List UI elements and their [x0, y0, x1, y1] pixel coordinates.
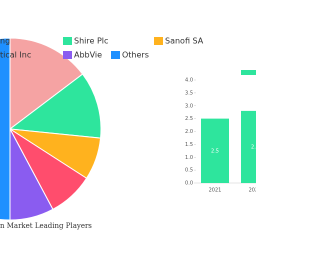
y-tick-label: 3.5 — [185, 90, 193, 96]
bar-value-label: 2.8 — [251, 144, 256, 150]
pie-slice — [0, 37, 11, 221]
y-tick-label: 0.5 — [185, 168, 193, 174]
y-tick-label: 2.5 — [185, 116, 193, 122]
y-tick-label: 0.0 — [185, 181, 193, 187]
x-tick-label: 2022 — [249, 188, 256, 194]
bar-value-label: 2.5 — [211, 148, 219, 154]
legend-swatch — [154, 37, 163, 45]
screenshot: n Market Leading Players ng Shire Plc Sano… — [0, 37, 256, 230]
legend-label: AbbVie — [74, 51, 102, 60]
x-tick-label: 2021 — [209, 188, 222, 194]
pie-title: n Market Leading Players — [0, 222, 92, 230]
y-tick-label: 4.0 — [185, 78, 193, 84]
y-tick-label: 2.0 — [185, 129, 193, 135]
legend-label: tical Inc — [0, 51, 31, 60]
y-tick-label: 3.0 — [185, 103, 193, 109]
legend-swatch — [63, 51, 72, 59]
pie-slice — [9, 37, 84, 131]
legend-swatch — [63, 37, 72, 45]
legend-label: Others — [122, 51, 149, 60]
legend-label: ng — [0, 37, 10, 46]
bar — [241, 110, 256, 183]
legend-label: Sanofi SA — [165, 37, 204, 46]
legend-label: Shire Plc — [74, 37, 108, 46]
y-tick-label: 1.5 — [185, 142, 193, 148]
pie-slice — [8, 73, 102, 139]
legend-swatch — [111, 51, 120, 59]
y-tick-label: 1.0 — [185, 155, 193, 161]
bar-legend-swatch — [241, 70, 256, 75]
bar — [201, 118, 229, 183]
